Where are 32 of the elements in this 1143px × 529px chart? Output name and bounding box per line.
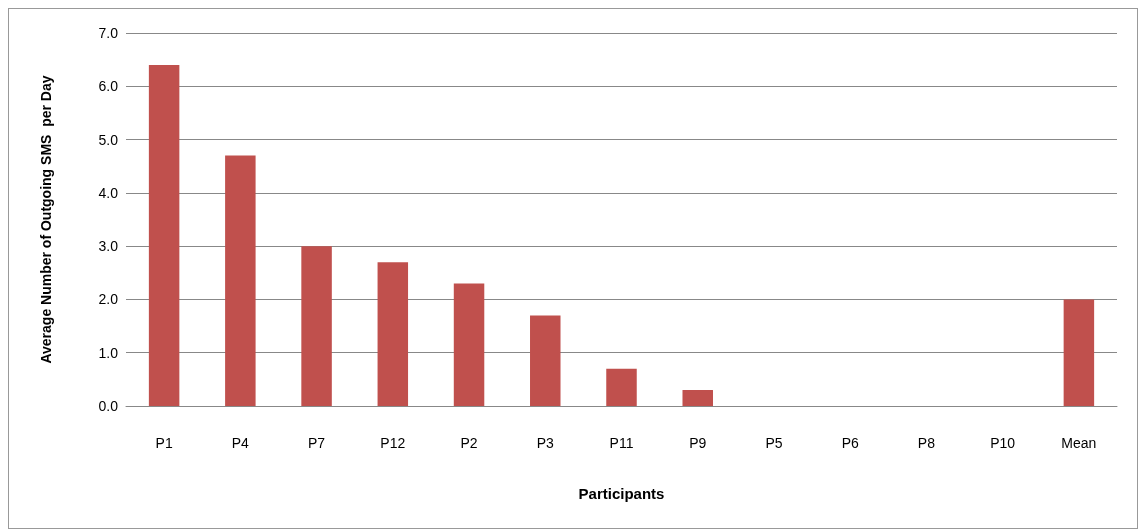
x-tick-label: P7 bbox=[308, 435, 326, 451]
y-tick-label: 4.0 bbox=[98, 184, 119, 201]
y-tick-label: 0.0 bbox=[98, 398, 119, 414]
bar bbox=[377, 262, 409, 406]
x-tick-label: Mean bbox=[1061, 435, 1097, 451]
bar bbox=[301, 246, 332, 406]
x-tick-label: P8 bbox=[917, 435, 936, 451]
y-tick-label: 6.0 bbox=[98, 78, 119, 95]
y-tick-label: 1.0 bbox=[98, 344, 119, 361]
y-tick-label: 3.0 bbox=[98, 238, 119, 255]
x-tick-label: P6 bbox=[841, 435, 859, 451]
x-tick-label: P3 bbox=[536, 435, 555, 451]
x-tick-label: P12 bbox=[380, 435, 406, 451]
x-tick-label: P1 bbox=[155, 435, 173, 451]
bar bbox=[453, 283, 485, 406]
x-axis-title: Participants bbox=[578, 485, 665, 502]
x-tick-label: P4 bbox=[231, 435, 250, 451]
bar bbox=[606, 368, 637, 406]
y-tick-label: 2.0 bbox=[98, 291, 119, 308]
x-tick-label: P11 bbox=[609, 435, 634, 451]
bar bbox=[530, 315, 561, 406]
bar bbox=[1063, 299, 1095, 406]
x-tick-label: P2 bbox=[460, 435, 478, 451]
bar bbox=[148, 64, 180, 406]
x-tick-label: P9 bbox=[689, 435, 707, 451]
x-tick-label: P5 bbox=[765, 435, 783, 451]
bar bbox=[682, 390, 713, 406]
y-tick-label: 5.0 bbox=[98, 131, 119, 148]
y-axis-title: Average Number of Outgoing SMS per Day bbox=[38, 75, 54, 364]
x-tick-label: P10 bbox=[990, 435, 1016, 451]
y-tick-label: 7.0 bbox=[98, 25, 119, 41]
bar bbox=[225, 155, 256, 406]
